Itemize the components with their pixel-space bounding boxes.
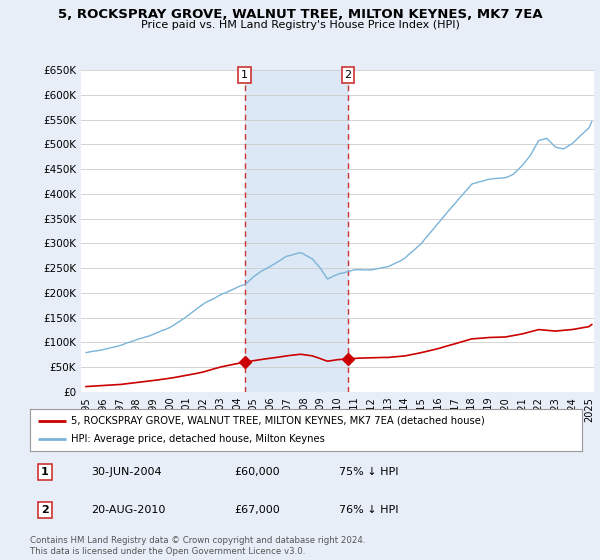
Text: 75% ↓ HPI: 75% ↓ HPI <box>339 467 398 477</box>
Text: 5, ROCKSPRAY GROVE, WALNUT TREE, MILTON KEYNES, MK7 7EA: 5, ROCKSPRAY GROVE, WALNUT TREE, MILTON … <box>58 8 542 21</box>
Text: HPI: Average price, detached house, Milton Keynes: HPI: Average price, detached house, Milt… <box>71 434 325 444</box>
Text: 1: 1 <box>241 70 248 80</box>
Bar <box>245 70 348 392</box>
Text: £60,000: £60,000 <box>234 467 280 477</box>
Text: Price paid vs. HM Land Registry's House Price Index (HPI): Price paid vs. HM Land Registry's House … <box>140 20 460 30</box>
Text: 5, ROCKSPRAY GROVE, WALNUT TREE, MILTON KEYNES, MK7 7EA (detached house): 5, ROCKSPRAY GROVE, WALNUT TREE, MILTON … <box>71 416 485 426</box>
Text: £67,000: £67,000 <box>234 505 280 515</box>
Text: Contains HM Land Registry data © Crown copyright and database right 2024.
This d: Contains HM Land Registry data © Crown c… <box>30 536 365 556</box>
Text: 2: 2 <box>41 505 49 515</box>
Text: 30-JUN-2004: 30-JUN-2004 <box>91 467 161 477</box>
Text: 20-AUG-2010: 20-AUG-2010 <box>91 505 165 515</box>
Text: 1: 1 <box>41 467 49 477</box>
Text: 76% ↓ HPI: 76% ↓ HPI <box>339 505 398 515</box>
Text: 2: 2 <box>344 70 352 80</box>
